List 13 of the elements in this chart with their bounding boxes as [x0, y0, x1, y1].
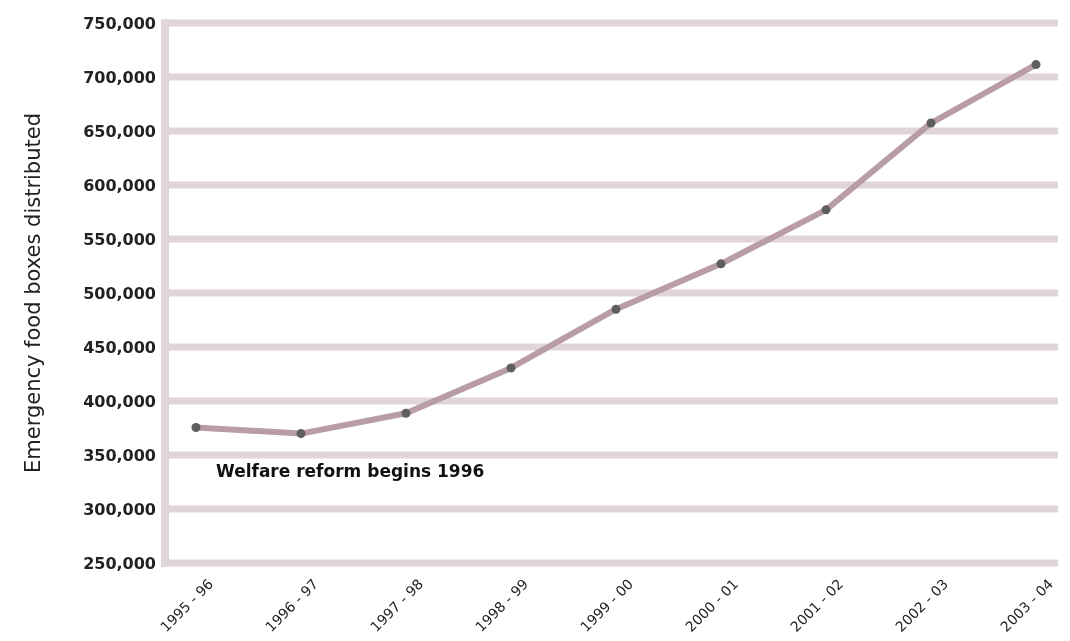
- y-tick-label: 500,000: [83, 283, 156, 303]
- y-tick-label: 450,000: [83, 337, 156, 357]
- y-tick-label: 400,000: [83, 391, 156, 411]
- y-tick-label: 600,000: [83, 175, 156, 195]
- y-tick-label: 350,000: [83, 445, 156, 465]
- y-tick-label: 750,000: [83, 13, 156, 33]
- y-axis-title: Emergency food boxes distributed: [21, 113, 45, 473]
- y-tick-label: 700,000: [83, 67, 156, 87]
- y-tick-label: 300,000: [83, 499, 156, 519]
- y-tick-label: 650,000: [83, 121, 156, 141]
- y-tick-label: 550,000: [83, 229, 156, 249]
- y-tick-label: 250,000: [83, 553, 156, 573]
- annotation: Welfare reform begins 1996: [216, 461, 485, 482]
